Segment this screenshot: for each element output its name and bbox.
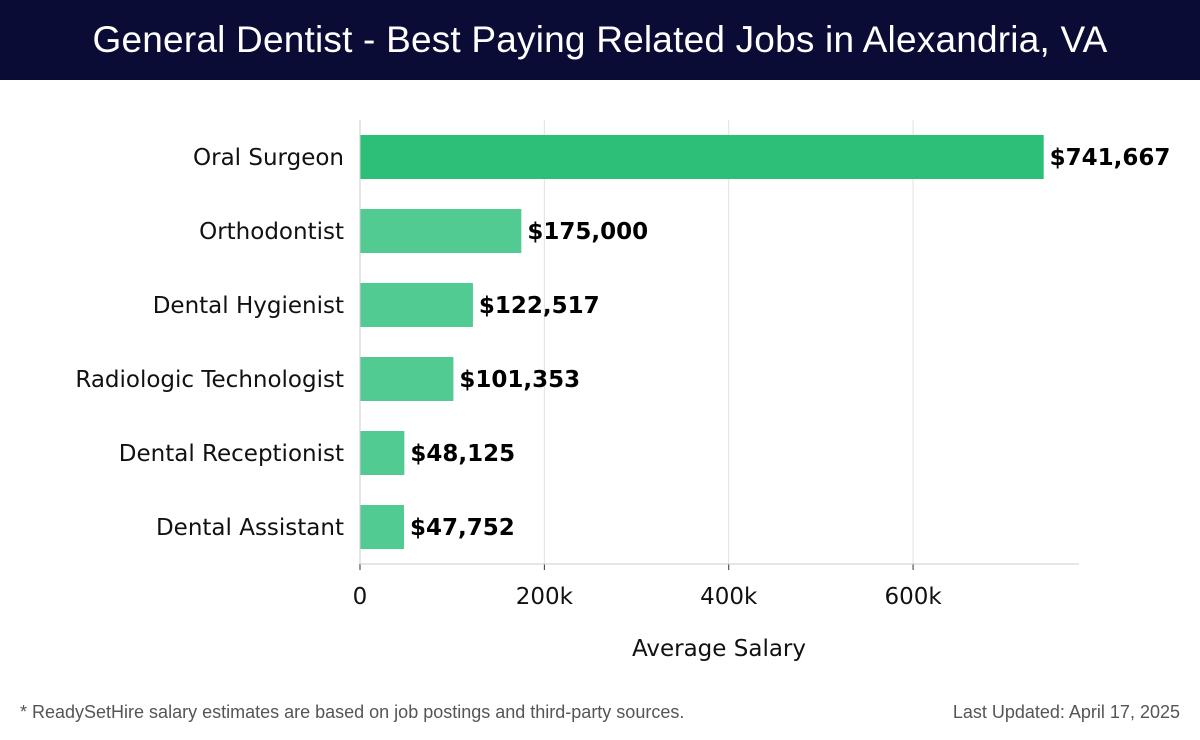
- value-label: $175,000: [527, 219, 648, 245]
- category-label: Oral Surgeon: [193, 145, 344, 171]
- header-bar: General Dentist - Best Paying Related Jo…: [0, 0, 1200, 80]
- x-tick-label: 600k: [884, 584, 942, 610]
- footer-note: * ReadySetHire salary estimates are base…: [20, 702, 685, 722]
- bar-dental-receptionist: [360, 431, 405, 475]
- x-axis: 0 200k 400k 600k: [353, 120, 1079, 610]
- value-label: $122,517: [479, 293, 600, 319]
- bar-chart: Oral Surgeon Orthodontist Dental Hygienist…: [75, 120, 1170, 662]
- category-label: Dental Assistant: [156, 515, 344, 541]
- category-labels: Oral Surgeon Orthodontist Dental Hygienist…: [75, 145, 344, 541]
- x-tick-label: 0: [353, 584, 368, 610]
- value-labels: $741,667 $175,000 $122,517 $101,353 $48,125 $…: [410, 145, 1170, 541]
- category-label: Dental Receptionist: [119, 441, 344, 467]
- x-tick-label: 400k: [700, 584, 758, 610]
- grid-lines: [543, 120, 914, 564]
- bar-orthodontist: [360, 209, 522, 253]
- bars: [360, 135, 1044, 549]
- bar-dental-hygienist: [360, 283, 473, 327]
- value-label: $47,752: [410, 515, 515, 541]
- x-tick-label: 200k: [516, 584, 574, 610]
- bar-oral-surgeon: [360, 135, 1044, 179]
- category-label: Orthodontist: [199, 219, 344, 245]
- category-label: Dental Hygienist: [153, 293, 344, 319]
- category-label: Radiologic Technologist: [75, 367, 344, 393]
- x-axis-title: Average Salary: [632, 636, 806, 662]
- bar-radiologic-technologist: [360, 357, 454, 401]
- value-label: $741,667: [1050, 145, 1171, 171]
- value-label: $48,125: [410, 441, 515, 467]
- page-title: General Dentist - Best Paying Related Jo…: [92, 19, 1108, 60]
- bar-dental-assistant: [360, 505, 405, 549]
- value-label: $101,353: [459, 367, 580, 393]
- last-updated: Last Updated: April 17, 2025: [952, 702, 1180, 722]
